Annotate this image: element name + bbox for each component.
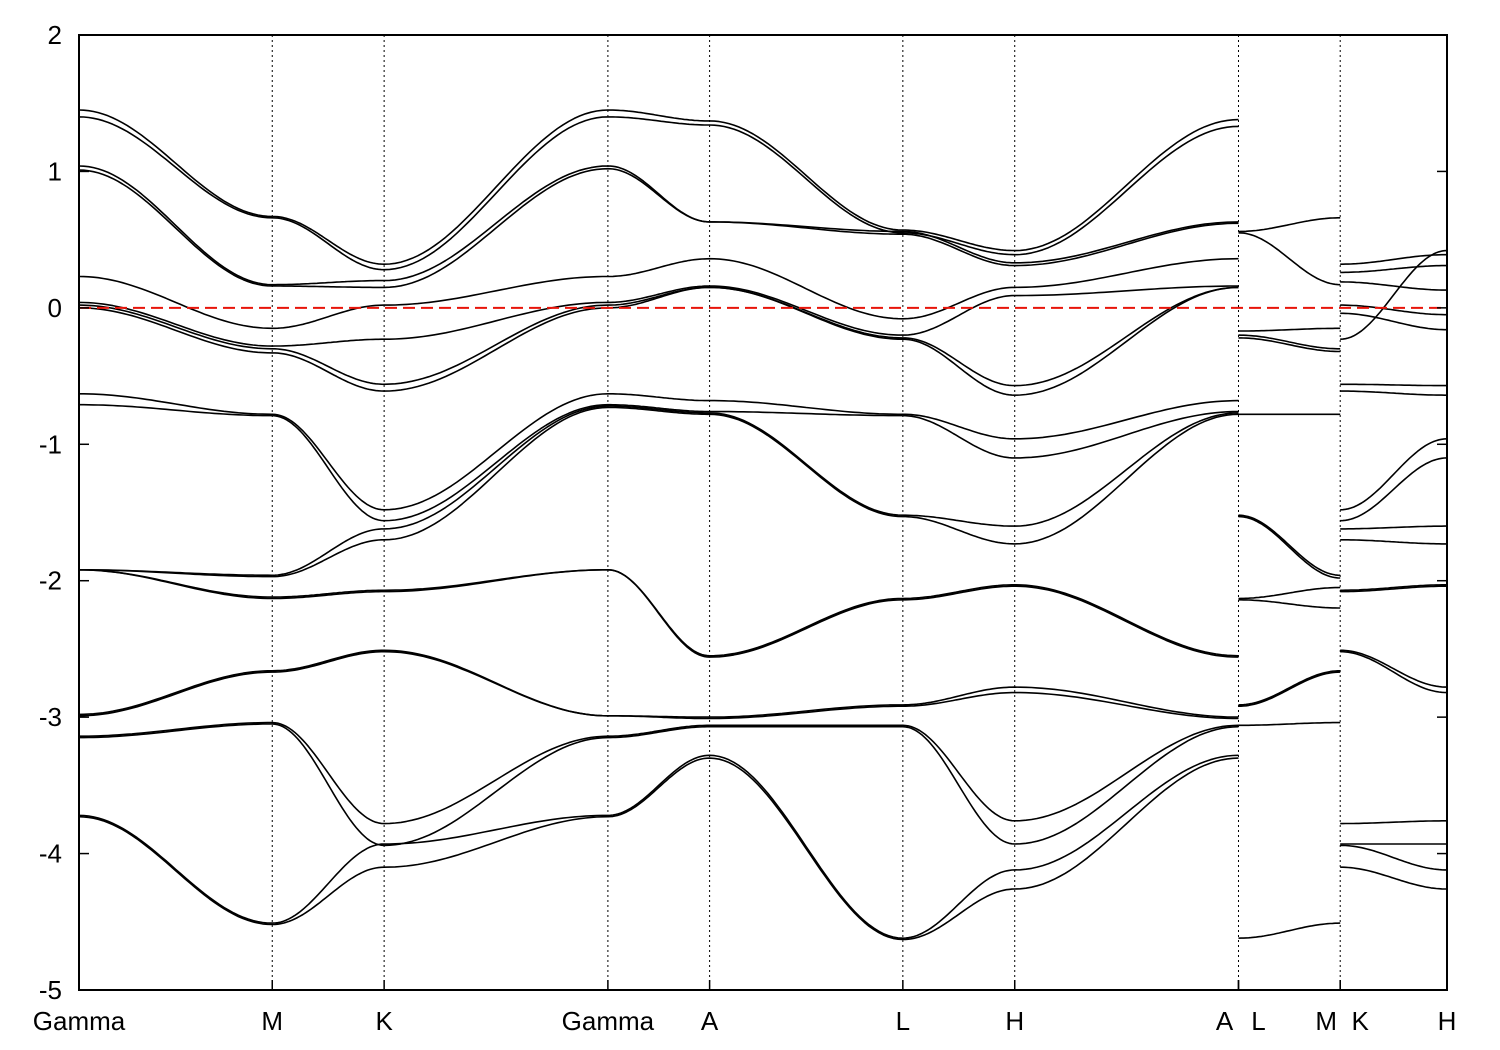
band-line (1340, 281, 1447, 291)
x-tick-label: Gamma (33, 1006, 126, 1036)
y-tick-label: -3 (39, 702, 62, 732)
band-line (79, 723, 1239, 847)
band-line (79, 649, 1239, 718)
band-line (1340, 584, 1447, 592)
band-line (1238, 337, 1341, 353)
band-line (1238, 599, 1341, 609)
band-line (1238, 670, 1341, 706)
band-line (79, 257, 1239, 330)
band-line (79, 285, 1239, 347)
band-line (79, 116, 1239, 271)
x-tick-label: A (1216, 1006, 1234, 1036)
x-tick-label: H (1005, 1006, 1024, 1036)
band-line (1340, 264, 1447, 274)
band-line (79, 167, 1239, 289)
band-line (1340, 390, 1447, 396)
band-line (79, 406, 1239, 578)
band-line (79, 754, 1239, 939)
x-tick-label: L (896, 1006, 910, 1036)
y-tick-label: -4 (39, 839, 62, 869)
band-line (1238, 217, 1341, 233)
x-tick-label: M (261, 1006, 283, 1036)
x-tick-label: K (375, 1006, 393, 1036)
band-line (79, 569, 1239, 658)
band-line (1340, 585, 1447, 593)
band-line (1340, 457, 1447, 522)
band-line (1238, 922, 1341, 939)
band-line (79, 721, 1239, 825)
band-line (1238, 586, 1341, 600)
band-line (1340, 525, 1447, 530)
x-tick-label: H (1438, 1006, 1457, 1036)
x-tick-label: Gamma (562, 1006, 655, 1036)
band-line (79, 650, 1239, 720)
band-line (1340, 820, 1447, 825)
x-tick-label: K (1352, 1006, 1370, 1036)
band-line (1238, 514, 1341, 577)
y-tick-label: -5 (39, 975, 62, 1005)
band-line (79, 405, 1239, 577)
band-line (1340, 539, 1447, 545)
x-tick-label: L (1251, 1006, 1265, 1036)
band-line (1340, 866, 1447, 890)
y-tick-label: -1 (39, 429, 62, 459)
band-line (1340, 649, 1447, 688)
x-tick-labels: Gamma M K Gamma A L H A L M K H (33, 1006, 1457, 1036)
band-line (1238, 334, 1341, 350)
band-line (79, 393, 1239, 511)
plot-frame (78, 34, 1448, 991)
band-line (79, 109, 1239, 265)
band-line (1340, 249, 1447, 340)
band-line (1238, 232, 1341, 286)
band-line (79, 403, 1239, 522)
band-line (1340, 253, 1447, 265)
band-line (1340, 304, 1447, 316)
band-line (1238, 515, 1341, 579)
y-tick-label: 2 (48, 20, 62, 50)
y-tick-label: 0 (48, 293, 62, 323)
x-tick-label: M (1315, 1006, 1337, 1036)
y-tick-label: 1 (48, 156, 62, 186)
kpoint-lines (271, 35, 1341, 990)
band-line (79, 286, 1239, 387)
band-line (1238, 327, 1341, 332)
band-line (1340, 312, 1447, 331)
band-line (79, 165, 1239, 286)
band-line (79, 757, 1239, 941)
band-line (1340, 438, 1447, 511)
y-tick-labels: 2 1 0 -1 -2 -3 -4 -5 (39, 20, 62, 1005)
band-line (79, 286, 1239, 396)
band-line (1340, 844, 1447, 871)
band-line (1238, 721, 1341, 727)
y-tick-label: -2 (39, 566, 62, 596)
x-tick-label: A (701, 1006, 719, 1036)
band-line (1340, 650, 1447, 694)
band-line (1238, 671, 1341, 707)
band-line (1340, 383, 1447, 387)
bands-layer (79, 109, 1447, 941)
